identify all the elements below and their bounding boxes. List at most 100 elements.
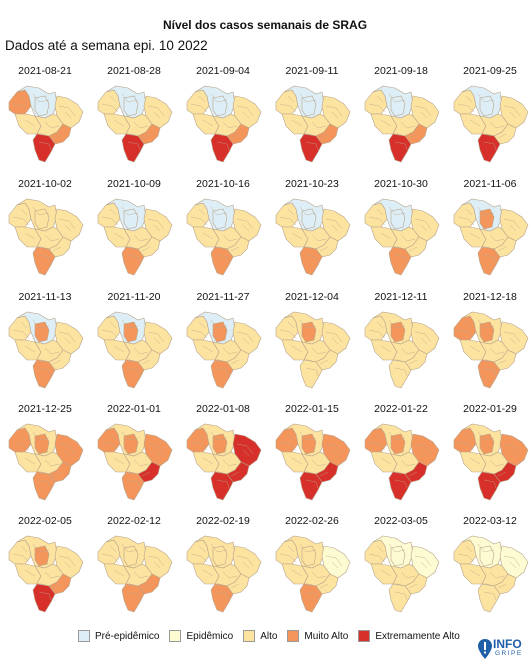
map-subdivision-line (236, 218, 254, 230)
map-subdivision-line (153, 224, 161, 232)
brazil-map (275, 423, 351, 501)
chart-title: Nível dos casos semanais de SRAG (162, 18, 368, 32)
map-panel: 2022-01-22 (357, 403, 445, 513)
map-date-label: 2021-12-04 (285, 291, 339, 303)
map-region-sp (404, 461, 428, 483)
map-subdivision-line (141, 471, 151, 477)
map-panel: 2022-02-05 (1, 515, 89, 625)
map-subdivision-line (503, 331, 521, 343)
map-subdivision-line (198, 545, 206, 553)
map-subdivision-line (133, 571, 149, 579)
brazil-map (275, 535, 351, 613)
brazil-map (8, 311, 84, 389)
map-subdivision-line (141, 583, 151, 589)
map-subdivision-line (457, 103, 475, 113)
map-date-label: 2022-02-12 (107, 515, 161, 527)
map-subdivision-line (121, 206, 139, 216)
map-subdivision-line (279, 553, 297, 563)
map-subdivision-line (408, 359, 418, 365)
map-date-label: 2022-01-01 (107, 403, 161, 415)
map-subdivision-line (380, 457, 392, 465)
map-subdivision-line (414, 105, 432, 117)
map-subdivision-line (222, 347, 238, 355)
map-subdivision-line (153, 111, 161, 119)
map-subdivision-line (222, 234, 238, 242)
map-subdivision-line (210, 206, 228, 216)
map-subdivision-line (368, 329, 386, 339)
map-region-sp (315, 123, 339, 145)
map-subdivision-line (291, 457, 303, 465)
map-subdivision-line (133, 459, 149, 467)
map-subdivision-line (400, 121, 416, 129)
map-subdivision-line (20, 433, 28, 441)
brazil-map (186, 85, 262, 163)
brazil-map (364, 85, 440, 163)
map-region-sp (137, 349, 161, 371)
map-subdivision-line (380, 232, 392, 240)
map-subdivision-line (319, 583, 329, 589)
map-subdivision-line (305, 479, 319, 489)
brazil-map (453, 535, 529, 613)
brazil-map (8, 423, 84, 501)
brazil-map (364, 198, 440, 276)
map-subdivision-line (465, 433, 473, 441)
map-subdivision-line (394, 591, 408, 601)
legend-label: Extremamente Alto (375, 630, 460, 642)
map-panel: 2022-01-08 (179, 403, 267, 513)
map-region-ne (232, 433, 262, 467)
map-region-sp (137, 123, 161, 145)
map-region-sp (315, 573, 339, 595)
map-subdivision-line (319, 471, 329, 477)
map-subdivision-line (127, 591, 141, 601)
map-subdivision-line (497, 471, 507, 477)
map-region-ne (54, 95, 84, 129)
map-subdivision-line (305, 254, 319, 264)
map-subdivision-line (414, 218, 432, 230)
map-subdivision-line (489, 234, 505, 242)
map-panel: 2021-10-30 (357, 178, 445, 288)
map-date-label: 2021-10-09 (107, 178, 161, 190)
map-date-label: 2022-03-12 (463, 515, 517, 527)
map-region-sp (404, 349, 428, 371)
map-subdivision-line (279, 329, 297, 339)
legend-label: Epidêmico (186, 630, 234, 642)
map-subdivision-line (141, 133, 151, 139)
map-panel: 2021-12-11 (357, 291, 445, 401)
map-subdivision-line (319, 359, 329, 365)
map-date-label: 2021-12-18 (463, 291, 517, 303)
map-subdivision-line (58, 443, 76, 455)
map-subdivision-line (109, 321, 117, 329)
map-panel: 2021-12-18 (446, 291, 530, 401)
map-date-label: 2022-01-29 (463, 403, 517, 415)
map-subdivision-line (457, 441, 475, 451)
map-subdivision-line (388, 319, 406, 329)
map-subdivision-line (222, 121, 238, 129)
map-subdivision-line (20, 95, 28, 103)
map-subdivision-line (230, 246, 240, 252)
map-subdivision-line (477, 319, 495, 329)
brazil-map (186, 535, 262, 613)
map-date-label: 2021-08-21 (18, 65, 72, 77)
map-region-south (299, 471, 323, 501)
map-subdivision-line (38, 367, 52, 377)
map-region-sp (493, 573, 517, 595)
map-subdivision-line (12, 553, 30, 563)
map-region-sp (315, 461, 339, 483)
map-subdivision-line (202, 232, 214, 240)
map-subdivision-line (24, 119, 36, 127)
map-region-ne (321, 208, 351, 242)
brazil-map (364, 423, 440, 501)
map-subdivision-line (24, 345, 36, 353)
map-subdivision-line (380, 345, 392, 353)
map-subdivision-line (20, 208, 28, 216)
map-date-label: 2022-02-05 (18, 515, 72, 527)
map-panel: 2022-02-26 (268, 515, 356, 625)
map-subdivision-line (465, 321, 473, 329)
brazil-map (453, 311, 529, 389)
brazil-map (8, 85, 84, 163)
brazil-map (453, 423, 529, 501)
map-subdivision-line (457, 329, 475, 339)
legend-label: Muito Alto (304, 630, 349, 642)
map-subdivision-line (408, 471, 418, 477)
map-subdivision-line (64, 337, 72, 345)
